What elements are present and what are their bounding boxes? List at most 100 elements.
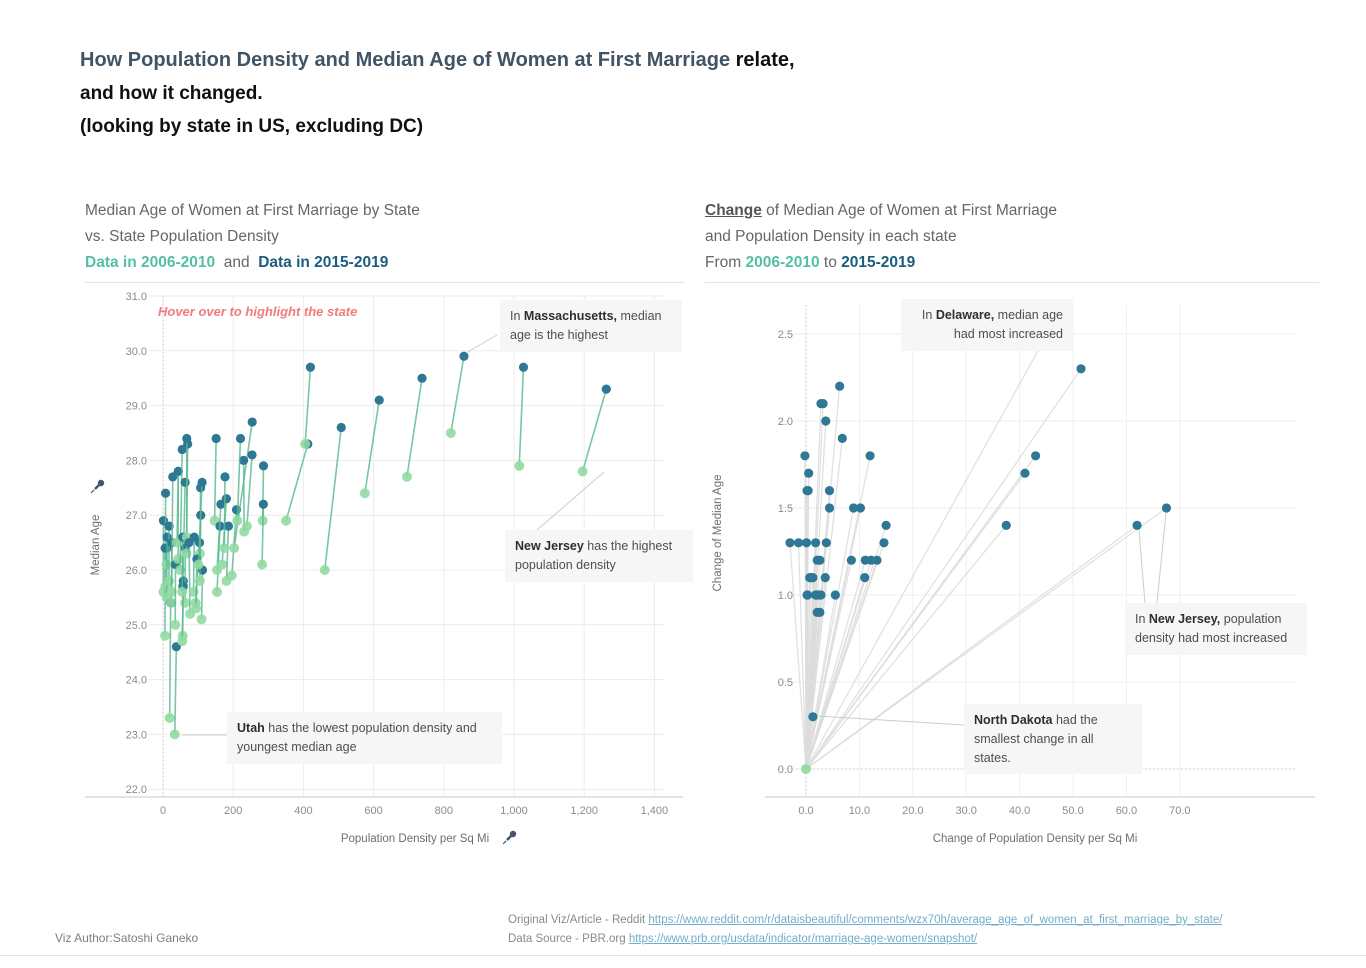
prb-link[interactable]: https://www.prb.org/usdata/indicator/mar… — [628, 933, 978, 945]
point-2006-Mississippi[interactable] — [180, 597, 191, 608]
svg-text:600: 600 — [364, 805, 382, 817]
delta-point-Connecticut[interactable] — [1031, 451, 1041, 461]
point-2015-Rhode Island[interactable] — [518, 362, 529, 372]
point-2006-Florida[interactable] — [281, 515, 292, 526]
point-2015-New York[interactable] — [305, 362, 316, 372]
point-2015-Pennsylvania[interactable] — [258, 461, 269, 471]
delta-point-New Hampshire[interactable] — [824, 503, 835, 513]
point-2006-Massachusetts[interactable] — [445, 428, 456, 438]
delta-point-North Carolina[interactable] — [872, 555, 882, 565]
point-2006-Hawaii[interactable] — [232, 515, 243, 526]
point-2006-Tennessee[interactable] — [212, 586, 223, 597]
point-2006-Washington[interactable] — [193, 559, 204, 570]
delta-point-Maryland[interactable] — [1020, 468, 1030, 478]
delta-point-Pennsylvania[interactable] — [814, 590, 824, 600]
point-2015-Illinois[interactable] — [239, 455, 249, 465]
delta-point-Montana[interactable] — [804, 468, 814, 478]
delta-point-Florida[interactable] — [1132, 520, 1142, 530]
point-2015-Maryland[interactable] — [374, 395, 384, 405]
point-2015-Massachusetts[interactable] — [459, 351, 469, 361]
delta-point-Alabama[interactable] — [812, 607, 822, 617]
delta-point-Illinois[interactable] — [793, 538, 804, 548]
delta-point-Colorado[interactable] — [835, 381, 845, 391]
point-2015-Vermont[interactable] — [182, 433, 192, 444]
point-2015-Washington[interactable] — [197, 477, 207, 487]
delta-point-Arizona[interactable] — [837, 433, 847, 443]
delta-point-New Jersey[interactable] — [1161, 503, 1172, 513]
point-2006-Louisiana[interactable] — [194, 575, 205, 586]
point-2006-New Jersey[interactable] — [577, 466, 588, 477]
point-2015-Arizona[interactable] — [180, 477, 190, 487]
point-2015-California[interactable] — [247, 450, 257, 460]
point-2006-Alabama[interactable] — [191, 603, 202, 614]
connector-Michigan — [223, 476, 226, 549]
point-2015-New Hampshire[interactable] — [211, 433, 221, 444]
point-2015-New Mexico[interactable] — [164, 521, 174, 531]
delta-point-Indiana[interactable] — [830, 590, 840, 600]
delta-point-Rhode Island[interactable] — [865, 451, 875, 461]
delta-point-Ohio[interactable] — [820, 573, 830, 583]
delta-point-Texas[interactable] — [860, 573, 870, 583]
point-2006-Maryland[interactable] — [359, 488, 370, 499]
delta-point-Nevada[interactable] — [818, 399, 828, 409]
point-2015-Indiana[interactable] — [223, 521, 234, 531]
point-2015-Georgia[interactable] — [221, 494, 231, 504]
right-data-points[interactable] — [785, 312, 1172, 774]
point-2006-Georgia[interactable] — [217, 559, 228, 570]
delta-point-Oregon[interactable] — [821, 538, 831, 548]
point-2006-Nevada[interactable] — [166, 586, 177, 597]
origin-marker[interactable] — [801, 764, 811, 774]
point-2006-Indiana[interactable] — [221, 575, 232, 586]
delta-point-Michigan[interactable] — [811, 538, 821, 548]
point-2006-Rhode Island[interactable] — [514, 460, 525, 471]
point-2015-Ohio[interactable] — [258, 499, 268, 509]
point-2015-Connecticut[interactable] — [417, 373, 427, 383]
delta-point-Massachusetts[interactable] — [1001, 520, 1011, 530]
leader-new-jersey — [1138, 529, 1146, 604]
delta-point-Alaska[interactable] — [801, 538, 812, 548]
delta-point-Minnesota[interactable] — [821, 416, 831, 426]
point-2015-New Jersey[interactable] — [601, 384, 611, 394]
delta-point-New York[interactable] — [881, 520, 891, 530]
point-2006-Connecticut[interactable] — [401, 471, 412, 482]
delta-point-Kansas[interactable] — [805, 573, 815, 583]
delta-point-Tennessee[interactable] — [846, 555, 856, 565]
point-2006-Maine[interactable] — [173, 554, 184, 565]
delta-point-Mississippi[interactable] — [803, 590, 813, 600]
left-scatter-plot[interactable]: 22.0 23.0 24.0 25.0 26.0 27.0 28.0 29.0 30.0 31.0… — [85, 282, 685, 863]
point-2006-Ohio[interactable] — [257, 559, 268, 570]
point-2006-Kentucky[interactable] — [196, 614, 207, 625]
delta-point-Maine[interactable] — [803, 486, 813, 496]
point-2006-Iowa[interactable] — [177, 586, 188, 597]
point-2015-Virginia[interactable] — [247, 417, 257, 427]
point-2015-Montana[interactable] — [160, 488, 171, 498]
delta-point-Louisiana[interactable] — [815, 555, 825, 565]
point-2006-Nebraska[interactable] — [166, 597, 177, 608]
point-2015-Hawaii[interactable] — [235, 433, 246, 444]
left-chart-title-line1: Median Age of Women at First Marriage by… — [85, 202, 420, 219]
point-2006-Oklahoma[interactable] — [177, 636, 188, 647]
point-2006-California[interactable] — [241, 521, 252, 532]
reddit-link[interactable]: https://www.reddit.com/r/dataisbeautiful… — [648, 914, 1223, 926]
delta-point-Vermont[interactable] — [800, 451, 810, 461]
point-2006-New York[interactable] — [300, 438, 311, 449]
point-2015-Michigan[interactable] — [220, 472, 230, 482]
point-2015-Oregon[interactable] — [173, 466, 183, 476]
point-2006-Michigan[interactable] — [219, 543, 230, 554]
delta-point-Virginia[interactable] — [1076, 364, 1086, 374]
delta-point-Hawaii[interactable] — [848, 503, 859, 513]
point-2006-Wyoming[interactable] — [160, 630, 171, 641]
point-2006-Virginia[interactable] — [229, 543, 240, 554]
delta-point-Washington[interactable] — [855, 503, 866, 513]
delta-point-North Dakota[interactable] — [808, 712, 818, 722]
left-data-points[interactable] — [158, 351, 611, 740]
point-2006-Kansas[interactable] — [170, 619, 181, 630]
delta-point-Utah[interactable] — [824, 486, 835, 496]
delta-point-West Virginia[interactable] — [785, 538, 795, 548]
point-2006-Utah[interactable] — [169, 729, 180, 740]
right-scatter-plot[interactable]: 0.0 0.5 1.0 1.5 2.0 2.5 0.0 10.0 20.0 30.0 40.0 50.… — [705, 282, 1319, 863]
point-2006-Idaho[interactable] — [164, 712, 175, 723]
point-2006-Delaware[interactable] — [319, 565, 330, 575]
point-2015-Delaware[interactable] — [336, 422, 346, 433]
delta-point-California[interactable] — [879, 538, 889, 548]
